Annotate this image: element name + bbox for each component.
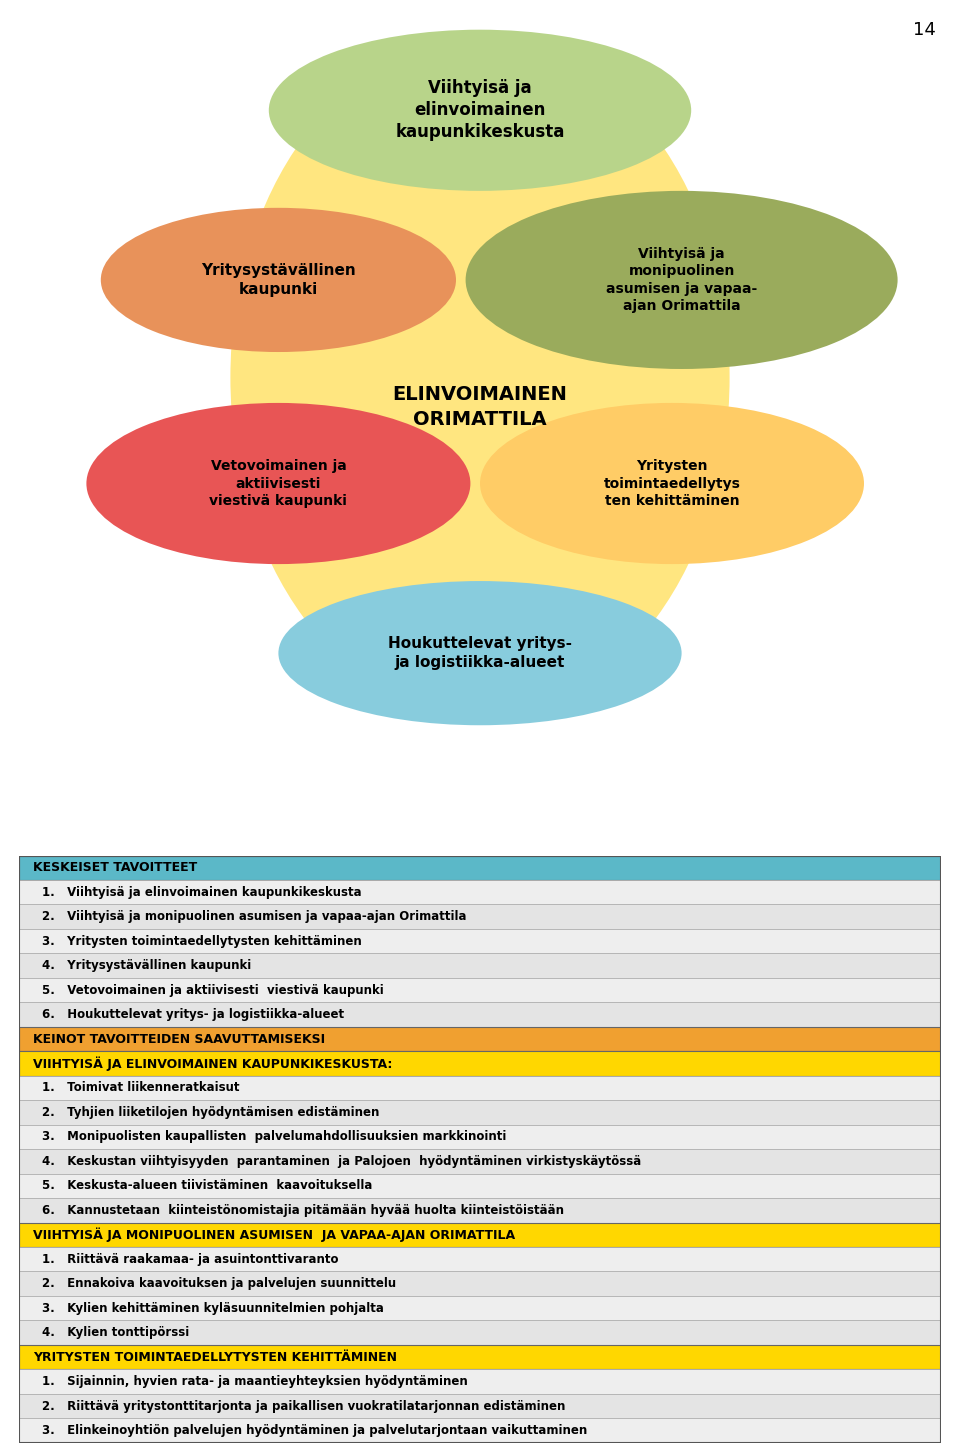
FancyBboxPatch shape <box>19 1148 941 1173</box>
FancyBboxPatch shape <box>19 1296 941 1321</box>
Ellipse shape <box>269 29 691 191</box>
Text: KEINOT TAVOITTEIDEN SAAVUTTAMISEKSI: KEINOT TAVOITTEIDEN SAAVUTTAMISEKSI <box>33 1032 325 1045</box>
FancyBboxPatch shape <box>19 880 941 905</box>
Ellipse shape <box>466 191 898 368</box>
Text: 6.   Kannustetaan  kiinteistönomistajia pitämään hyvää huolta kiinteistöistään: 6. Kannustetaan kiinteistönomistajia pit… <box>42 1204 564 1217</box>
FancyBboxPatch shape <box>19 1125 941 1148</box>
Text: VIIHTYISÄ JA ELINVOIMAINEN KAUPUNKIKESKUSTA:: VIIHTYISÄ JA ELINVOIMAINEN KAUPUNKIKESKU… <box>33 1056 393 1070</box>
Text: 3.   Yritysten toimintaedellytysten kehittäminen: 3. Yritysten toimintaedellytysten kehitt… <box>42 935 362 948</box>
Ellipse shape <box>86 403 470 564</box>
FancyBboxPatch shape <box>19 1101 941 1125</box>
FancyBboxPatch shape <box>19 1222 941 1247</box>
FancyBboxPatch shape <box>19 1369 941 1393</box>
Text: 1.   Sijainnin, hyvien rata- ja maantieyhteyksien hyödyntäminen: 1. Sijainnin, hyvien rata- ja maantieyht… <box>42 1375 468 1388</box>
Ellipse shape <box>101 207 456 352</box>
Text: 4.   Yritysystävällinen kaupunki: 4. Yritysystävällinen kaupunki <box>42 958 252 972</box>
FancyBboxPatch shape <box>19 1393 941 1418</box>
Text: 2.   Ennakoiva kaavoituksen ja palvelujen suunnittelu: 2. Ennakoiva kaavoituksen ja palvelujen … <box>42 1277 396 1290</box>
Text: 14: 14 <box>913 22 936 39</box>
FancyBboxPatch shape <box>19 1002 941 1027</box>
Text: 1.   Viihtyisä ja elinvoimainen kaupunkikeskusta: 1. Viihtyisä ja elinvoimainen kaupunkike… <box>42 886 362 899</box>
Text: Viihtyisä ja
elinvoimainen
kaupunkikeskusta: Viihtyisä ja elinvoimainen kaupunkikesku… <box>396 80 564 142</box>
Text: 1.   Toimivat liikenneratkaisut: 1. Toimivat liikenneratkaisut <box>42 1082 240 1095</box>
FancyBboxPatch shape <box>19 905 941 929</box>
FancyBboxPatch shape <box>19 1198 941 1222</box>
FancyBboxPatch shape <box>19 1027 941 1051</box>
Text: 2.   Riittävä yritystonttitarjonta ja paikallisen vuokratilatarjonnan edistämine: 2. Riittävä yritystonttitarjonta ja paik… <box>42 1399 565 1412</box>
Text: YRITYSTEN TOIMINTAEDELLYTYSTEN KEHITTÄMINEN: YRITYSTEN TOIMINTAEDELLYTYSTEN KEHITTÄMI… <box>33 1350 397 1363</box>
FancyBboxPatch shape <box>19 1418 941 1443</box>
FancyBboxPatch shape <box>19 977 941 1002</box>
FancyBboxPatch shape <box>19 1051 941 1076</box>
Text: Viihtyisä ja
monipuolinen
asumisen ja vapaa-
ajan Orimattila: Viihtyisä ja monipuolinen asumisen ja va… <box>606 247 757 313</box>
FancyBboxPatch shape <box>19 1272 941 1296</box>
Text: 2.   Tyhjien liiketilojen hyödyntämisen edistäminen: 2. Tyhjien liiketilojen hyödyntämisen ed… <box>42 1106 379 1119</box>
Text: 6.   Houkuttelevat yritys- ja logistiikka-alueet: 6. Houkuttelevat yritys- ja logistiikka-… <box>42 1008 345 1021</box>
Ellipse shape <box>278 581 682 725</box>
Text: 3.   Elinkeinoyhtiön palvelujen hyödyntäminen ja palvelutarjontaan vaikuttaminen: 3. Elinkeinoyhtiön palvelujen hyödyntämi… <box>42 1424 588 1437</box>
FancyBboxPatch shape <box>19 856 941 880</box>
Text: 1.   Riittävä raakamaa- ja asuintonttivaranto: 1. Riittävä raakamaa- ja asuintonttivara… <box>42 1253 339 1266</box>
FancyBboxPatch shape <box>19 1173 941 1198</box>
Text: 3.   Kylien kehittäminen kyläsuunnitelmien pohjalta: 3. Kylien kehittäminen kyläsuunnitelmien… <box>42 1302 384 1315</box>
Text: Yritysystävällinen
kaupunki: Yritysystävällinen kaupunki <box>201 262 356 297</box>
Text: 3.   Monipuolisten kaupallisten  palvelumahdollisuuksien markkinointi: 3. Monipuolisten kaupallisten palvelumah… <box>42 1131 507 1144</box>
Text: 2.   Viihtyisä ja monipuolinen asumisen ja vapaa-ajan Orimattila: 2. Viihtyisä ja monipuolinen asumisen ja… <box>42 911 467 924</box>
Ellipse shape <box>230 38 730 716</box>
Text: Yritysten
toimintaedellytys
ten kehittäminen: Yritysten toimintaedellytys ten kehittäm… <box>604 460 740 508</box>
Text: 4.   Keskustan viihtyisyyden  parantaminen  ja Palojoen  hyödyntäminen virkistys: 4. Keskustan viihtyisyyden parantaminen … <box>42 1154 641 1167</box>
Text: VIIHTYISÄ JA MONIPUOLINEN ASUMISEN  JA VAPAA-AJAN ORIMATTILA: VIIHTYISÄ JA MONIPUOLINEN ASUMISEN JA VA… <box>33 1228 516 1243</box>
Text: Houkuttelevat yritys-
ja logistiikka-alueet: Houkuttelevat yritys- ja logistiikka-alu… <box>388 637 572 670</box>
FancyBboxPatch shape <box>19 929 941 954</box>
Text: Vetovoimainen ja
aktiivisesti
viestivä kaupunki: Vetovoimainen ja aktiivisesti viestivä k… <box>209 460 348 508</box>
FancyBboxPatch shape <box>19 954 941 977</box>
Text: 4.   Kylien tonttipörssi: 4. Kylien tonttipörssi <box>42 1327 189 1340</box>
Text: ELINVOIMAINEN
ORIMATTILA: ELINVOIMAINEN ORIMATTILA <box>393 386 567 429</box>
FancyBboxPatch shape <box>19 1321 941 1344</box>
Text: 5.   Keskusta-alueen tiivistäminen  kaavoituksella: 5. Keskusta-alueen tiivistäminen kaavoit… <box>42 1179 372 1192</box>
FancyBboxPatch shape <box>19 1076 941 1101</box>
FancyBboxPatch shape <box>19 1344 941 1369</box>
Text: KESKEISET TAVOITTEET: KESKEISET TAVOITTEET <box>33 861 197 874</box>
Ellipse shape <box>480 403 864 564</box>
FancyBboxPatch shape <box>19 1247 941 1272</box>
Text: 5.   Vetovoimainen ja aktiivisesti  viestivä kaupunki: 5. Vetovoimainen ja aktiivisesti viestiv… <box>42 983 384 996</box>
